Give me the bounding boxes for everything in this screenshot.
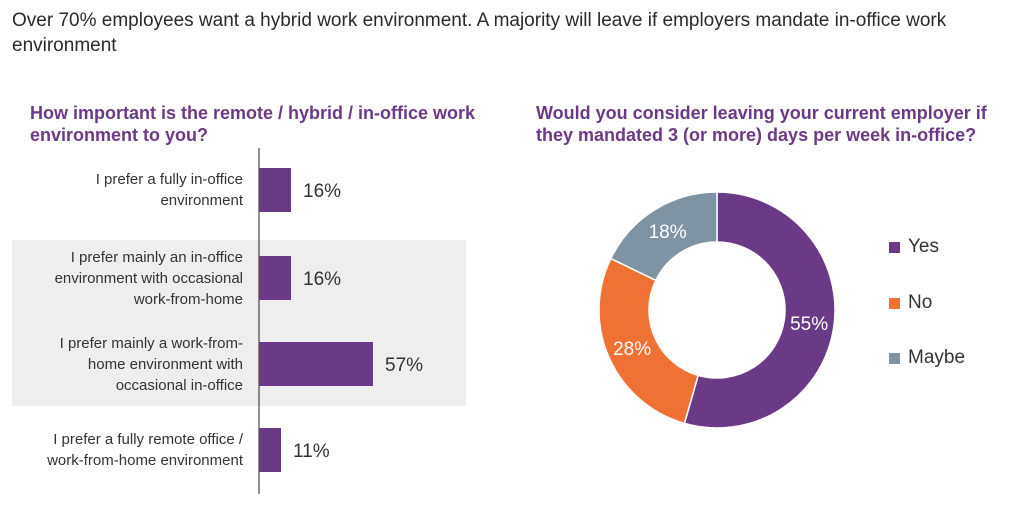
- headline: Over 70% employees want a hybrid work en…: [12, 10, 947, 56]
- bar-category-label-3: I prefer mainly a work-from-home environ…: [59, 334, 243, 394]
- bar-value-label-3: 57%: [385, 355, 423, 376]
- bar-4: [259, 428, 281, 472]
- bar-category-label-1: I prefer a fully in-office environment: [95, 171, 243, 209]
- bar-category-label-2: I prefer mainly an in-office environment…: [54, 248, 243, 308]
- bar-value-label-1: 16%: [303, 181, 341, 202]
- bar-1: [259, 168, 291, 212]
- bar-3: [259, 342, 373, 386]
- bar-2: [259, 256, 291, 300]
- donut-chart-title: Would you consider leaving your current …: [536, 103, 987, 145]
- bar-value-label-4: 11%: [293, 441, 330, 462]
- highlight-band: [12, 240, 466, 406]
- bar-value-label-2: 16%: [303, 269, 341, 290]
- bar-category-label-4: I prefer a fully remote office / work-fr…: [47, 431, 243, 469]
- bar-chart-title: How important is the remote / hybrid / i…: [30, 103, 476, 145]
